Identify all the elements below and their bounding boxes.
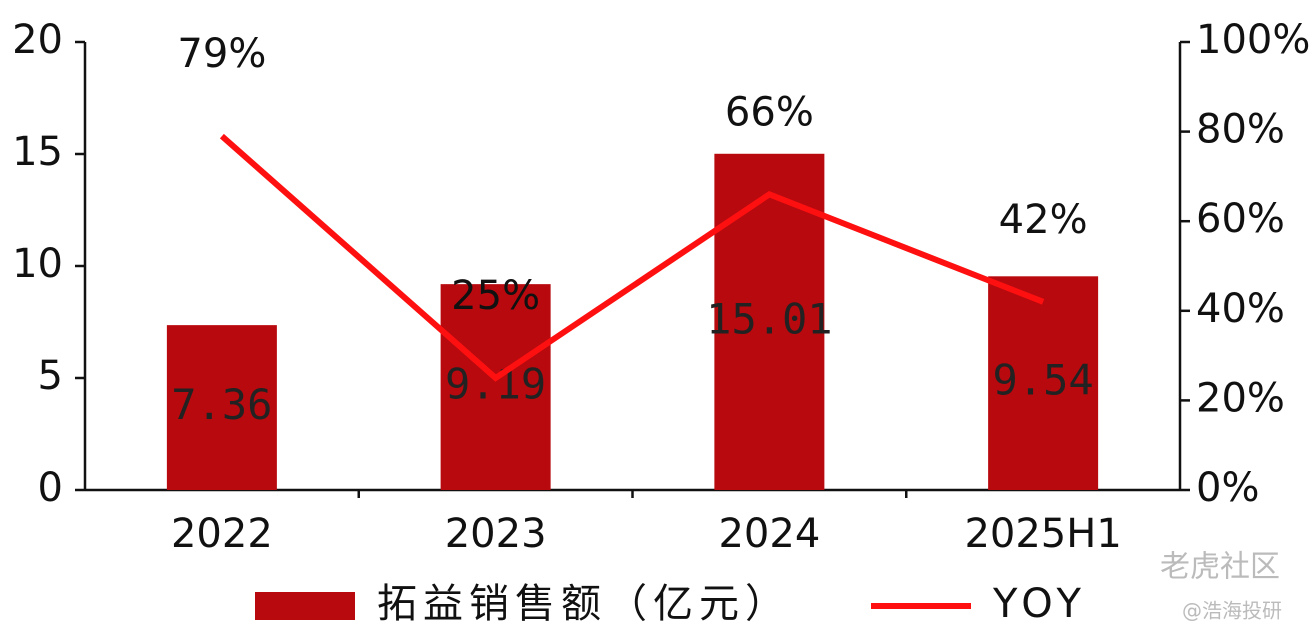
watermark: 老虎社区 [1160,550,1280,585]
y2-tick-label: 40% [1196,286,1285,332]
line-value-label: 79% [177,31,266,77]
x-tick-label: 2025H1 [964,511,1121,557]
bar-value-label: 7.36 [171,380,272,429]
bar [166,325,277,490]
y2-tick-label: 60% [1196,196,1285,242]
bar [440,284,551,490]
bar-value-label: 9.54 [993,356,1094,405]
line [219,133,1045,382]
y-tick-label: 5 [38,353,63,399]
y-tick-label: 15 [12,129,63,175]
y-tick-label: 0 [38,465,63,511]
legend-label: 拓益销售额（亿元） [377,581,791,627]
y2-tick-label: 100% [1196,17,1310,63]
x-tick-label: 2024 [718,511,820,557]
legend-swatch [255,592,355,620]
y-tick-label: 10 [12,241,63,287]
legend-label: YOY [992,581,1087,627]
x-tick-label: 2023 [445,511,547,557]
line-value-label: 25% [451,273,540,319]
bar-value-label: 15.01 [706,294,832,343]
y-tick-label: 20 [12,17,63,63]
line-value-label: 66% [725,89,814,135]
bar [988,276,1099,490]
y2-tick-label: 80% [1196,107,1285,153]
y2-tick-label: 0% [1196,465,1259,511]
bar-value-label: 9.19 [445,360,546,409]
line-value-label: 42% [999,197,1088,243]
x-tick-label: 2022 [171,511,273,557]
watermark: @浩海投研 [1182,599,1282,623]
y2-tick-label: 20% [1196,375,1285,421]
